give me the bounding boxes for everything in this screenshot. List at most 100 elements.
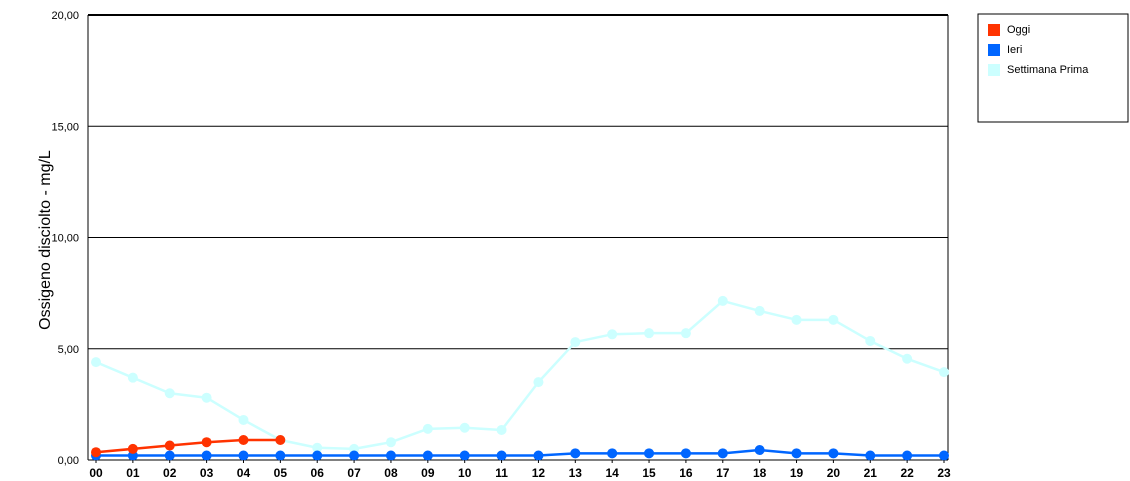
series-group [91,295,949,461]
data-point [791,314,802,325]
series-oggi [91,434,286,458]
data-point [717,448,728,459]
legend: Oggi Ieri Settimana Prima [977,13,1129,123]
x-tick-label: 11 [495,466,508,480]
data-point [91,447,101,458]
data-point [275,434,286,445]
x-tick-label: 20 [827,466,841,480]
y-tick-label: 0,00 [58,455,79,467]
data-point [680,328,691,339]
legend-swatch [988,64,1000,76]
data-point [754,444,765,455]
data-point [312,442,323,453]
x-tick-label: 17 [716,466,730,480]
data-point [91,357,101,368]
y-tick-label: 15,00 [51,121,79,133]
data-point [533,450,544,461]
y-axis-label: Ossigeno disciolto - mg/L [37,150,54,330]
x-tick-label: 04 [237,466,251,480]
x-tick-label: 09 [421,466,435,480]
data-point [717,295,728,306]
data-point [238,414,249,425]
data-point [828,314,839,325]
x-tick-label: 05 [274,466,288,480]
x-tick-label: 01 [126,466,140,480]
data-point [164,440,175,451]
x-tick-label: 12 [532,466,546,480]
data-point [238,450,249,461]
x-tick-label: 19 [790,466,804,480]
data-point [496,450,507,461]
data-point [791,448,802,459]
data-point [385,450,396,461]
data-point [570,337,581,348]
data-point [459,450,470,461]
data-point [865,335,876,346]
x-tick-label: 23 [937,466,951,480]
data-point [275,450,286,461]
data-point [902,450,913,461]
x-tick-label: 03 [200,466,214,480]
series-line [95,299,945,451]
legend-box [977,13,1129,123]
data-point [459,422,470,433]
x-tick-label: 10 [458,466,472,480]
data-point [201,450,212,461]
plot-frame [87,14,949,461]
data-point [607,329,618,340]
data-point [570,448,581,459]
data-point [533,377,544,388]
x-tick-label: 00 [89,466,103,480]
data-point [422,450,433,461]
series-settimana-prima [91,295,949,454]
gridlines [88,14,948,350]
data-point [422,423,433,434]
data-point [828,448,839,459]
data-point [385,437,396,448]
x-tick-label: 22 [900,466,914,480]
data-point [939,450,949,461]
data-point [754,305,765,316]
series-line [95,438,281,454]
x-tick-label: 18 [753,466,767,480]
data-point [865,450,876,461]
x-tick-label: 02 [163,466,177,480]
series-line [96,448,944,457]
legend-label: Oggi [1007,24,1030,36]
x-tick-label: 13 [569,466,583,480]
x-tick-label: 15 [642,466,656,480]
data-point [349,450,360,461]
data-point [127,443,138,454]
data-point [939,367,949,378]
x-tick-label: 21 [864,466,878,480]
x-tick-label: 06 [311,466,325,480]
legend-swatch [988,44,1000,56]
data-point [312,450,323,461]
legend-swatch [988,24,1000,36]
data-point [238,434,249,445]
x-tick-label: 08 [384,466,398,480]
data-point [201,437,212,448]
data-point [164,388,175,399]
x-tick-label: 14 [605,466,619,480]
y-axis-ticks: 0,00 5,00 10,00 15,00 20,00 [51,10,79,467]
series-ieri [91,444,949,461]
legend-label: Ieri [1007,44,1022,56]
x-tick-label: 16 [679,466,693,480]
x-axis-ticks: 00 01 02 03 04 05 06 07 08 09 10 11 12 13 14 15 16 17 18 19… [89,460,951,480]
data-point [127,372,138,383]
data-point [902,353,913,364]
x-tick-label: 07 [347,466,361,480]
data-point [201,392,212,403]
data-point [644,448,655,459]
legend-label: Settimana Prima [1007,64,1089,76]
y-tick-label: 10,00 [51,233,79,245]
y-tick-label: 20,00 [51,10,79,22]
data-point [607,448,618,459]
data-point [496,424,507,435]
data-point [164,450,175,461]
data-point [680,448,691,459]
data-point [644,328,655,339]
y-tick-label: 5,00 [58,344,79,356]
